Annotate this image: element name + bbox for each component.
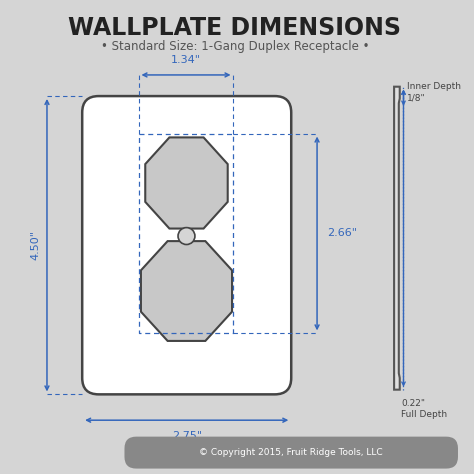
Text: WALLPLATE DIMENSIONS: WALLPLATE DIMENSIONS [68,16,401,40]
Polygon shape [141,241,232,341]
Polygon shape [394,87,400,390]
Circle shape [178,228,195,245]
Text: • Standard Size: 1-Gang Duplex Receptacle •: • Standard Size: 1-Gang Duplex Receptacl… [100,40,369,53]
Text: 1.34": 1.34" [171,55,201,64]
Polygon shape [145,137,228,228]
FancyBboxPatch shape [125,437,458,469]
Text: Inner Depth
1/8": Inner Depth 1/8" [407,82,461,102]
Text: 4.50": 4.50" [30,230,40,260]
Text: © Copyright 2015, Fruit Ridge Tools, LLC: © Copyright 2015, Fruit Ridge Tools, LLC [200,448,383,457]
Text: 2.75": 2.75" [172,430,202,440]
FancyBboxPatch shape [82,96,291,394]
Text: 0.22"
Full Depth: 0.22" Full Depth [401,399,447,419]
Text: 2.66": 2.66" [328,228,357,238]
